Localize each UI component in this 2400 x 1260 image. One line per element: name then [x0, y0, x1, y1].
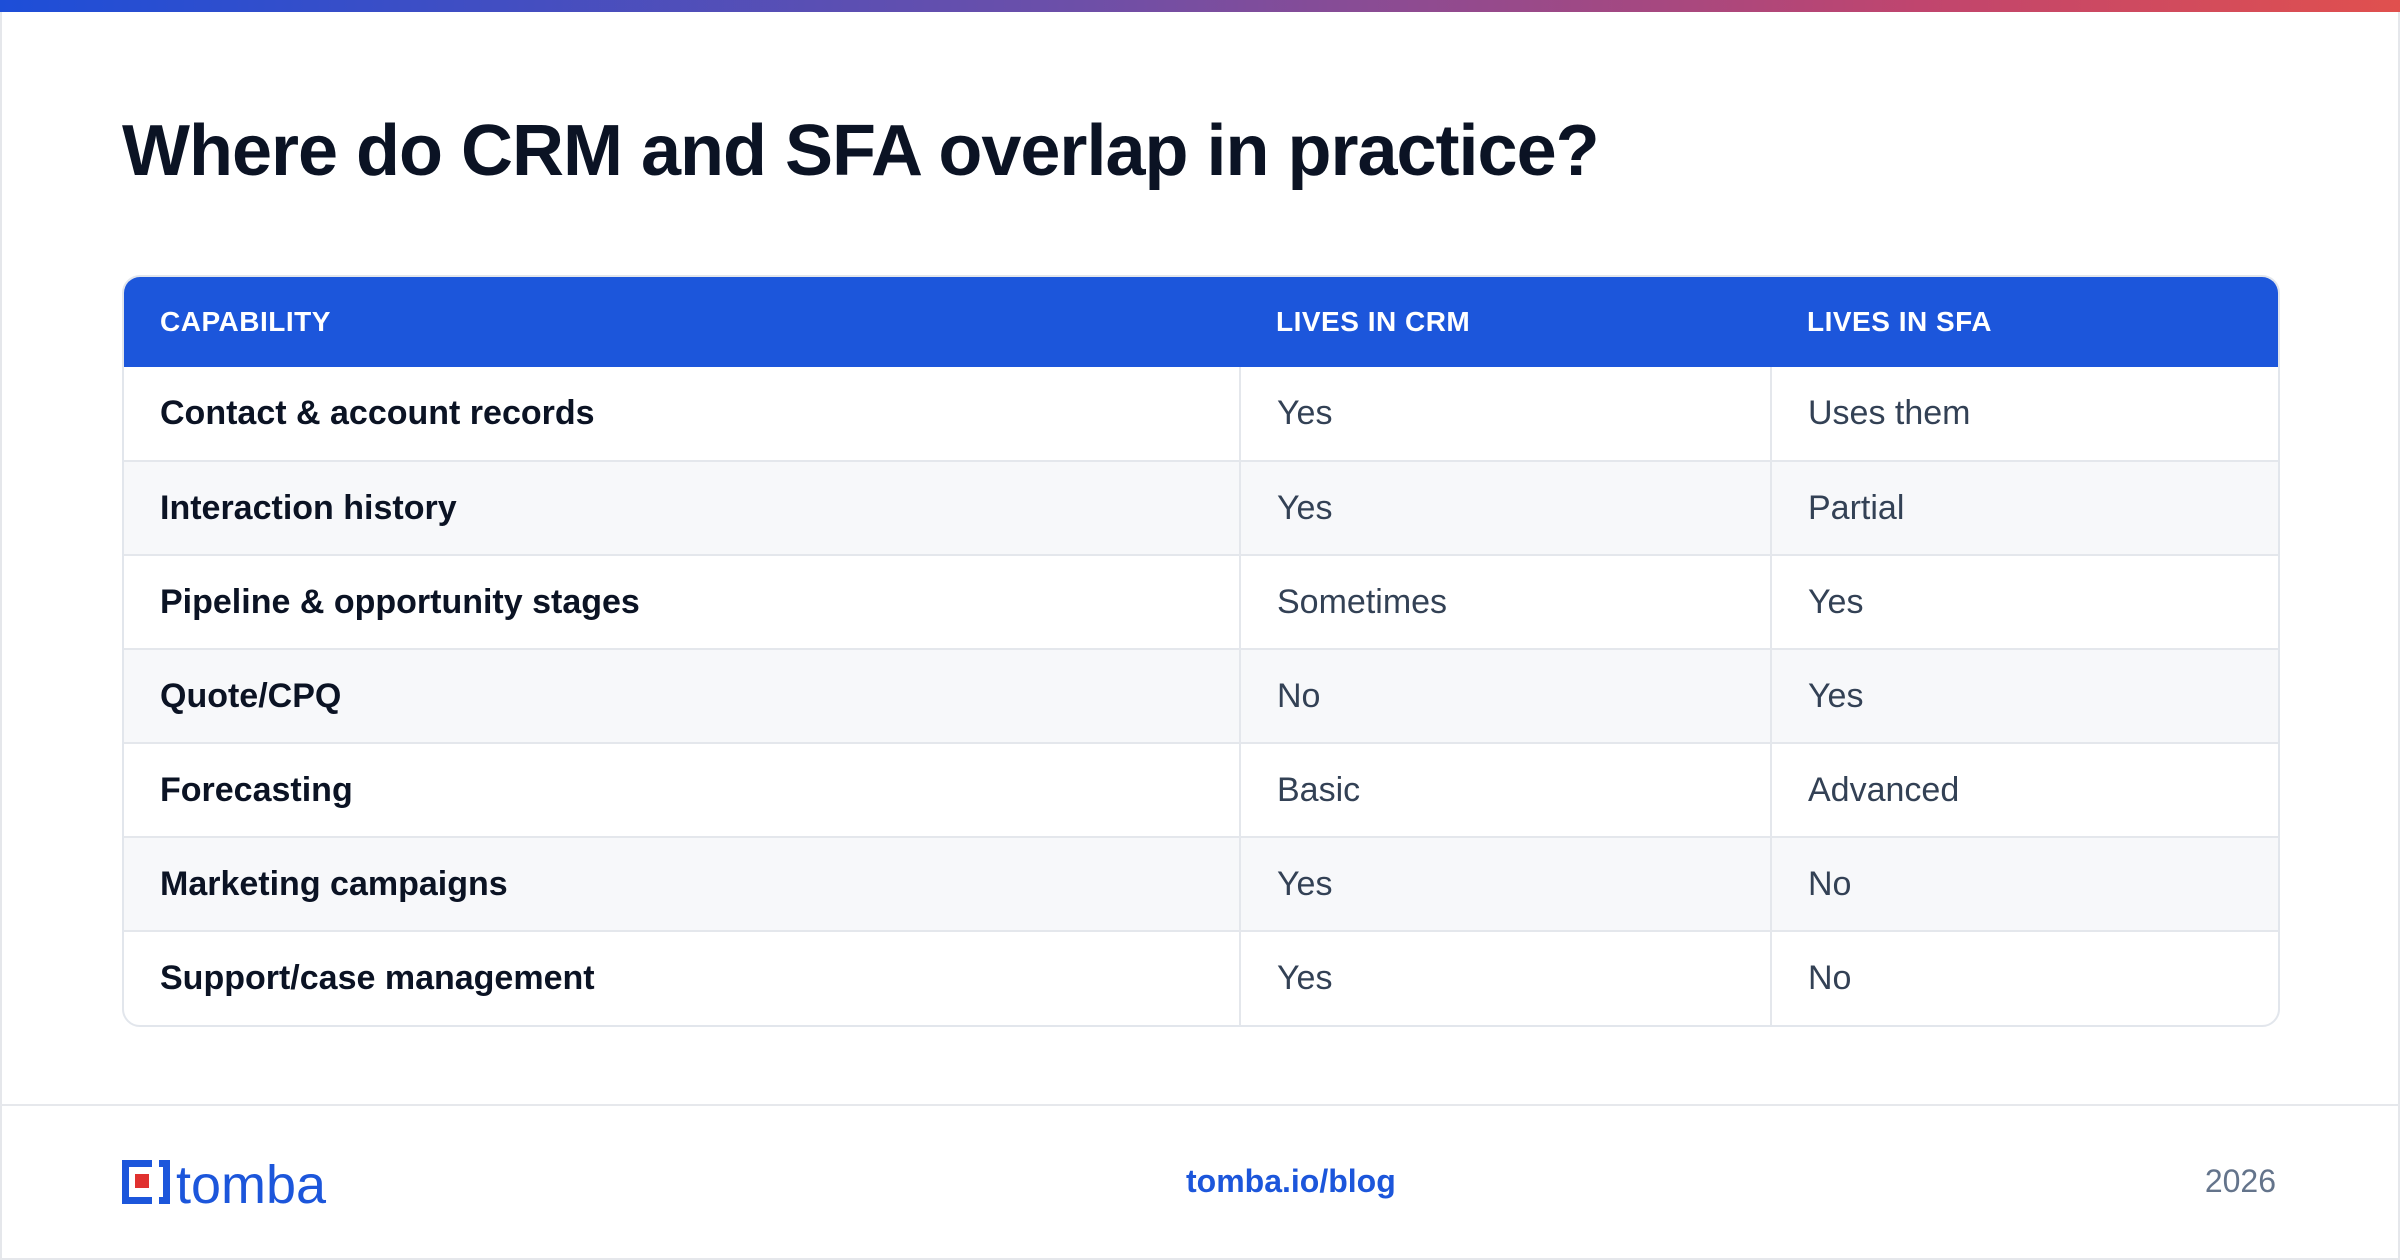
table-row: Contact & account records Yes Uses them — [124, 367, 2278, 461]
crm-cell: Basic — [1239, 742, 1771, 837]
top-gradient-bar — [0, 0, 2400, 12]
table-row: Support/case management Yes No — [124, 930, 2278, 1025]
sfa-cell: No — [1770, 930, 2278, 1025]
column-header-capability: CAPABILITY — [160, 306, 331, 337]
tomba-logo[interactable]: tomba — [122, 1154, 382, 1210]
blog-link[interactable]: tomba.io/blog — [1186, 1163, 1396, 1199]
table-row: Pipeline & opportunity stages Sometimes … — [124, 554, 2278, 649]
sfa-cell: No — [1770, 836, 2278, 931]
crm-cell: Yes — [1239, 367, 1771, 461]
capability-cell: Support/case management — [124, 930, 1240, 1025]
table-row: Quote/CPQ No Yes — [124, 648, 2278, 743]
capability-cell: Quote/CPQ — [124, 648, 1240, 743]
table-row: Forecasting Basic Advanced — [124, 742, 2278, 837]
table-header-row: CAPABILITY LIVES IN CRM LIVES IN SFA — [124, 277, 2278, 367]
column-header-crm: LIVES IN CRM — [1276, 306, 1471, 337]
sfa-cell: Yes — [1770, 554, 2278, 649]
footer-year: 2026 — [2204, 1163, 2276, 1199]
comparison-table: CAPABILITY LIVES IN CRM LIVES IN SFA Con… — [122, 275, 2280, 1027]
crm-cell: Yes — [1239, 930, 1771, 1025]
footer-divider — [0, 1104, 2400, 1106]
capability-cell: Forecasting — [124, 742, 1240, 837]
comparison-table-grid: CAPABILITY LIVES IN CRM LIVES IN SFA Con… — [124, 277, 2278, 1025]
crm-cell: Sometimes — [1239, 554, 1771, 649]
table-row: Marketing campaigns Yes No — [124, 836, 2278, 931]
capability-cell: Contact & account records — [160, 394, 595, 432]
capability-cell: Pipeline & opportunity stages — [124, 554, 1240, 649]
page-title: Where do CRM and SFA overlap in practice… — [122, 111, 1600, 191]
capability-cell: Marketing campaigns — [124, 836, 1240, 931]
crm-cell: Yes — [1239, 836, 1771, 931]
table-row: Interaction history Yes Partial — [124, 460, 2278, 555]
sfa-cell: Yes — [1770, 648, 2278, 743]
crm-cell: No — [1239, 648, 1771, 743]
crm-cell: Yes — [1239, 460, 1771, 555]
sfa-cell: Partial — [1770, 460, 2278, 555]
tomba-logo-mark — [122, 1160, 170, 1204]
column-header-sfa: LIVES IN SFA — [1807, 306, 1992, 337]
sfa-cell: Uses them — [1770, 367, 2278, 461]
tomba-logo-wordmark: tomba — [176, 1155, 327, 1210]
sfa-cell: Advanced — [1770, 742, 2278, 837]
capability-cell: Interaction history — [124, 460, 1240, 555]
